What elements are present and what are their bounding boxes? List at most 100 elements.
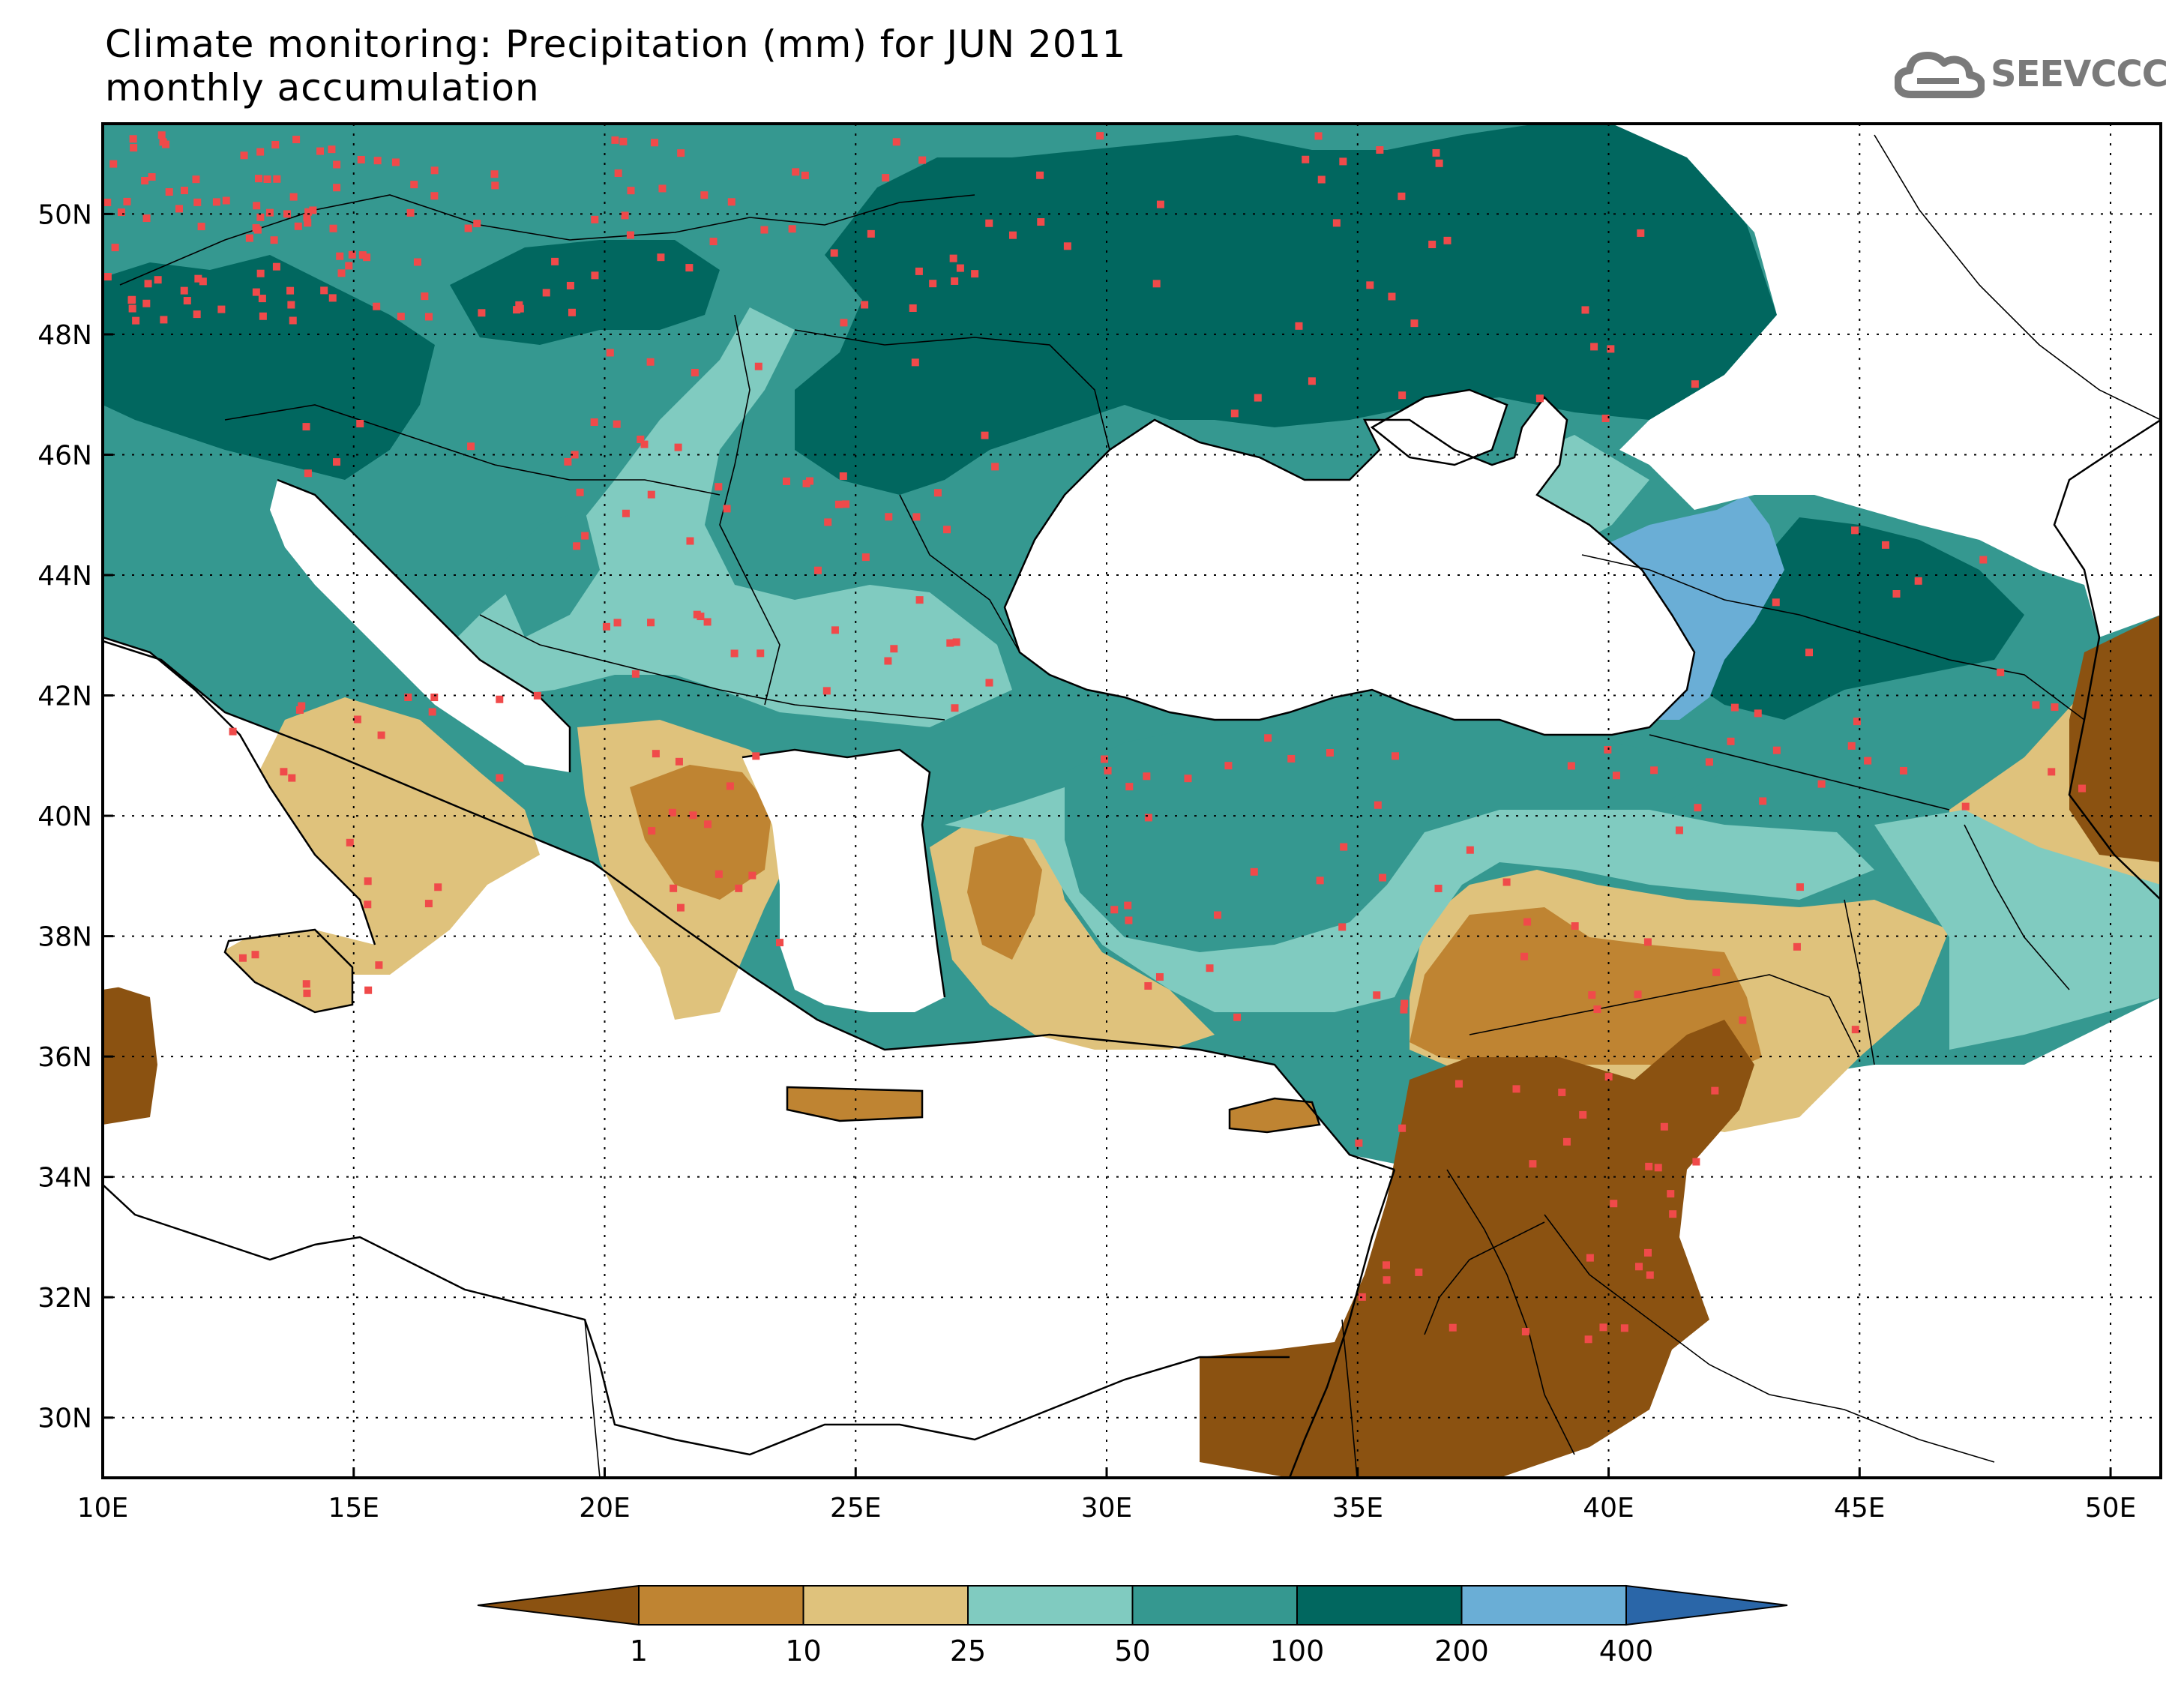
station-marker xyxy=(658,184,667,193)
station-marker xyxy=(154,276,162,284)
station-marker xyxy=(1567,762,1575,770)
station-marker xyxy=(288,774,296,782)
station-marker xyxy=(1096,132,1104,140)
station-marker xyxy=(271,141,280,149)
seevccc-logo: SEEVCCC xyxy=(1895,46,2168,102)
station-marker xyxy=(646,358,655,366)
station-marker xyxy=(985,679,993,687)
station-marker xyxy=(776,939,784,947)
station-marker xyxy=(1612,772,1620,780)
station-marker xyxy=(142,214,151,223)
station-marker xyxy=(602,622,610,631)
station-marker xyxy=(410,181,418,189)
station-marker xyxy=(915,596,924,604)
station-marker xyxy=(981,431,989,439)
station-marker xyxy=(1529,1160,1537,1168)
station-marker xyxy=(2048,768,2056,776)
station-marker xyxy=(183,297,191,305)
station-marker xyxy=(652,750,660,758)
station-marker xyxy=(364,877,372,885)
station-marker xyxy=(348,250,356,259)
station-marker xyxy=(801,171,809,179)
station-marker xyxy=(1754,709,1762,718)
station-marker xyxy=(727,198,735,206)
station-marker xyxy=(1660,1122,1668,1131)
station-marker xyxy=(748,871,756,879)
station-marker xyxy=(1772,598,1780,607)
station-marker xyxy=(1588,991,1596,999)
station-marker xyxy=(670,884,678,892)
station-marker xyxy=(613,420,621,428)
y-tick-label: 48N xyxy=(37,320,92,351)
colorbar-segment xyxy=(1296,1585,1463,1626)
station-marker xyxy=(951,704,959,712)
title-block: Climate monitoring: Precipitation (mm) f… xyxy=(105,22,1126,109)
station-marker xyxy=(289,193,298,201)
map-title: Climate monitoring: Precipitation (mm) f… xyxy=(105,22,1127,66)
station-marker xyxy=(1646,1271,1654,1279)
station-marker xyxy=(674,443,682,451)
station-marker xyxy=(142,299,151,307)
station-marker xyxy=(194,274,202,283)
station-marker xyxy=(882,174,890,182)
station-marker xyxy=(1593,1005,1601,1013)
station-marker xyxy=(1398,1124,1407,1132)
colorbar-label: 10 xyxy=(785,1635,821,1668)
station-marker xyxy=(918,156,927,164)
station-marker xyxy=(1739,1016,1747,1024)
map-frame xyxy=(101,122,2162,1479)
station-marker xyxy=(320,286,328,295)
station-marker xyxy=(316,147,325,155)
station-marker xyxy=(1675,826,1683,835)
station-marker xyxy=(824,518,832,526)
station-marker xyxy=(333,160,341,169)
station-marker xyxy=(627,187,635,195)
station-marker xyxy=(193,198,202,206)
station-marker xyxy=(333,458,341,466)
station-marker xyxy=(1063,242,1071,250)
station-marker xyxy=(1316,876,1324,885)
field-tunisia-brown xyxy=(103,982,157,1125)
station-marker xyxy=(253,202,261,210)
station-marker xyxy=(304,469,312,478)
station-marker xyxy=(933,489,942,497)
station-marker xyxy=(1847,742,1856,750)
station-marker xyxy=(1711,1086,1719,1095)
colorbar: 1 10 25 50 100 200 400 xyxy=(477,1584,1788,1668)
station-marker xyxy=(949,254,957,262)
station-marker xyxy=(1254,394,1262,402)
station-marker xyxy=(165,188,173,196)
colorbar-segment xyxy=(638,1585,804,1626)
station-marker xyxy=(212,198,220,206)
station-marker xyxy=(364,986,373,994)
station-marker xyxy=(180,286,188,295)
station-marker xyxy=(1308,377,1316,385)
station-marker xyxy=(256,269,265,277)
station-marker xyxy=(397,313,405,321)
station-marker xyxy=(159,138,167,146)
station-marker xyxy=(956,264,964,272)
station-marker xyxy=(782,477,790,485)
station-marker xyxy=(421,292,429,301)
station-marker xyxy=(259,312,267,320)
station-marker xyxy=(2032,701,2040,709)
field-balkan-teal-inner xyxy=(495,510,600,637)
station-marker xyxy=(839,472,847,481)
station-marker xyxy=(193,310,201,319)
station-marker xyxy=(1144,981,1152,990)
station-marker xyxy=(1366,281,1374,289)
station-marker xyxy=(255,175,263,183)
colorbar-segment xyxy=(1131,1585,1298,1626)
station-marker xyxy=(885,513,893,521)
station-marker xyxy=(1610,1200,1618,1208)
station-marker xyxy=(591,271,599,280)
station-marker xyxy=(256,148,265,156)
station-marker xyxy=(884,657,892,665)
station-marker xyxy=(1712,968,1721,976)
station-marker xyxy=(1579,1110,1587,1119)
field-crete xyxy=(787,1087,922,1121)
station-marker xyxy=(591,215,599,223)
colorbar-arrow-low xyxy=(477,1584,640,1626)
station-marker xyxy=(304,208,313,216)
station-marker xyxy=(1535,394,1544,403)
